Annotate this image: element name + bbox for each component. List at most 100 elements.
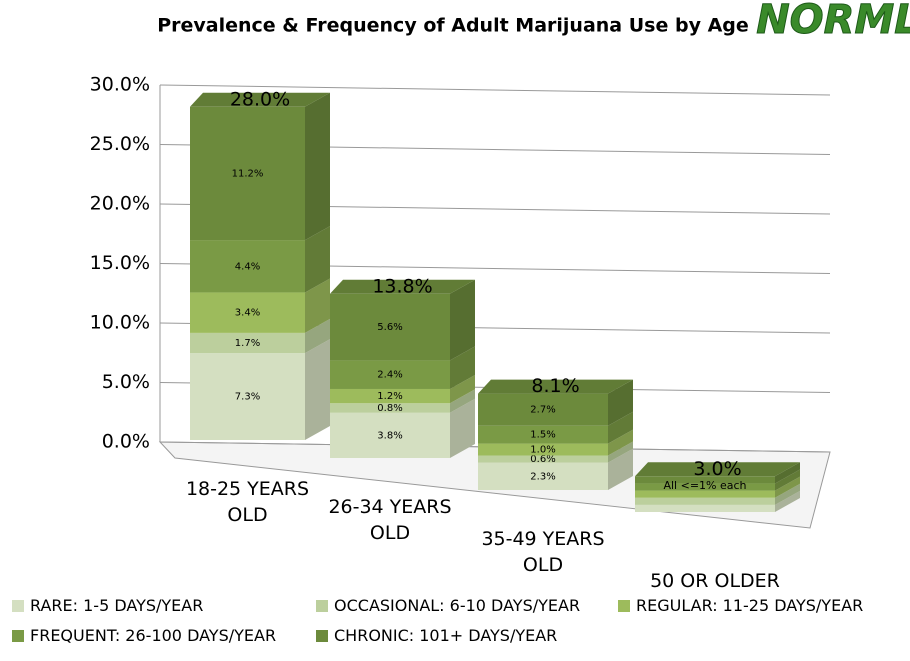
bar-front <box>478 425 608 444</box>
bar-segment <box>330 398 475 458</box>
x-tick-label: 35-49 YEARS OLD <box>481 528 605 576</box>
bar-front <box>635 476 775 484</box>
bar-top <box>478 379 633 394</box>
data-label: 1.7% <box>235 338 260 349</box>
bar-side <box>450 279 475 361</box>
bar-segment <box>635 469 800 491</box>
data-label: 2.7% <box>530 405 555 416</box>
legend-swatch <box>12 599 24 612</box>
bar-segment <box>478 379 633 426</box>
legend-item: RARE: 1-5 DAYS/YEAR <box>12 596 203 615</box>
bar-segment <box>330 279 475 361</box>
bar-top <box>330 279 475 294</box>
y-tick-label: 30.0% <box>90 74 150 96</box>
legend-item: FREQUENT: 26-100 DAYS/YEAR <box>12 626 276 645</box>
bar-segment <box>478 441 633 463</box>
y-tick-label: 25.0% <box>90 133 150 155</box>
bar-segment <box>190 339 330 440</box>
bar-side <box>450 398 475 458</box>
legend-swatch <box>618 599 630 612</box>
bar-segment <box>635 490 800 512</box>
bar-top <box>190 92 330 107</box>
grid-line <box>159 84 831 96</box>
bar-segment <box>190 318 330 354</box>
total-label: 3.0% <box>693 458 741 480</box>
legend-swatch <box>316 599 328 612</box>
legend-label: FREQUENT: 26-100 DAYS/YEAR <box>30 626 277 645</box>
bar-segment <box>330 346 475 389</box>
data-label: 1.2% <box>377 391 402 402</box>
bar-front <box>330 293 450 361</box>
bar-side <box>305 318 330 354</box>
bar-front <box>635 490 775 498</box>
bar-segment <box>190 92 330 241</box>
data-label: 1.0% <box>530 445 555 456</box>
bar-segment <box>330 374 475 404</box>
total-label: 8.1% <box>531 375 579 397</box>
bar-front <box>635 504 775 512</box>
data-label: 4.4% <box>235 261 260 272</box>
chart-title: Prevalence & Frequency of Adult Marijuan… <box>157 15 749 37</box>
bar-segment <box>330 389 475 413</box>
bar-front <box>190 292 305 333</box>
legend-item: OCCASIONAL: 6-10 DAYS/YEAR <box>316 596 580 615</box>
bar-side <box>608 411 633 444</box>
bar-side <box>305 278 330 333</box>
total-label: 13.8% <box>372 275 432 297</box>
logo: NORML <box>756 0 910 43</box>
bar-front <box>190 240 305 293</box>
bar-side <box>608 429 633 456</box>
legend-item: CHRONIC: 101+ DAYS/YEAR <box>316 626 557 645</box>
y-tick-label: 15.0% <box>90 252 150 274</box>
y-tick-label: 0.0% <box>102 431 150 453</box>
bar-front <box>330 360 450 389</box>
bar-segment <box>635 476 800 498</box>
bar-front <box>330 403 450 413</box>
bar-front <box>478 455 608 463</box>
bar-segment <box>635 462 800 484</box>
legend-item: REGULAR: 11-25 DAYS/YEAR <box>618 596 863 615</box>
bar-side <box>305 226 330 293</box>
bar-side <box>608 379 633 426</box>
x-tick-label: 50 OR OLDER <box>650 570 780 592</box>
bar-side <box>305 92 330 241</box>
bar-side <box>450 346 475 389</box>
data-label: 3.8% <box>377 430 402 441</box>
x-tick-label: 26-34 YEARS OLD <box>328 496 452 544</box>
data-label: 7.3% <box>235 392 260 403</box>
legend-label: OCCASIONAL: 6-10 DAYS/YEAR <box>334 596 581 615</box>
bar-side <box>450 389 475 413</box>
bar-front <box>478 443 608 456</box>
bar-front <box>478 393 608 426</box>
bar-front <box>635 483 775 491</box>
data-label: 11.2% <box>232 168 264 179</box>
bar-front <box>190 353 305 440</box>
x-tick-label: 18-25 YEARS OLD <box>185 478 310 526</box>
bar-segment <box>635 483 800 505</box>
bar-side <box>450 374 475 404</box>
legend-label: RARE: 1-5 DAYS/YEAR <box>30 596 204 615</box>
data-label: 0.8% <box>377 403 402 414</box>
legend-swatch <box>12 629 24 642</box>
bar-segment <box>478 448 633 490</box>
bar-front <box>330 412 450 458</box>
bar-side <box>775 469 800 491</box>
bar-front <box>190 106 305 241</box>
data-label: 0.6% <box>530 454 555 465</box>
legend-label: CHRONIC: 101+ DAYS/YEAR <box>334 626 558 645</box>
annotation: All <=1% each <box>663 479 746 492</box>
bar-side <box>608 448 633 490</box>
total-label: 28.0% <box>230 88 290 110</box>
bar-side <box>775 476 800 498</box>
data-label: 5.6% <box>377 322 402 333</box>
bar-side <box>305 339 330 440</box>
bar-segment <box>190 226 330 293</box>
legend-label: REGULAR: 11-25 DAYS/YEAR <box>636 596 864 615</box>
bar-side <box>775 483 800 505</box>
bar-side <box>775 462 800 484</box>
data-label: 2.3% <box>530 471 555 482</box>
bar-top <box>635 462 800 477</box>
bar-front <box>190 332 305 354</box>
